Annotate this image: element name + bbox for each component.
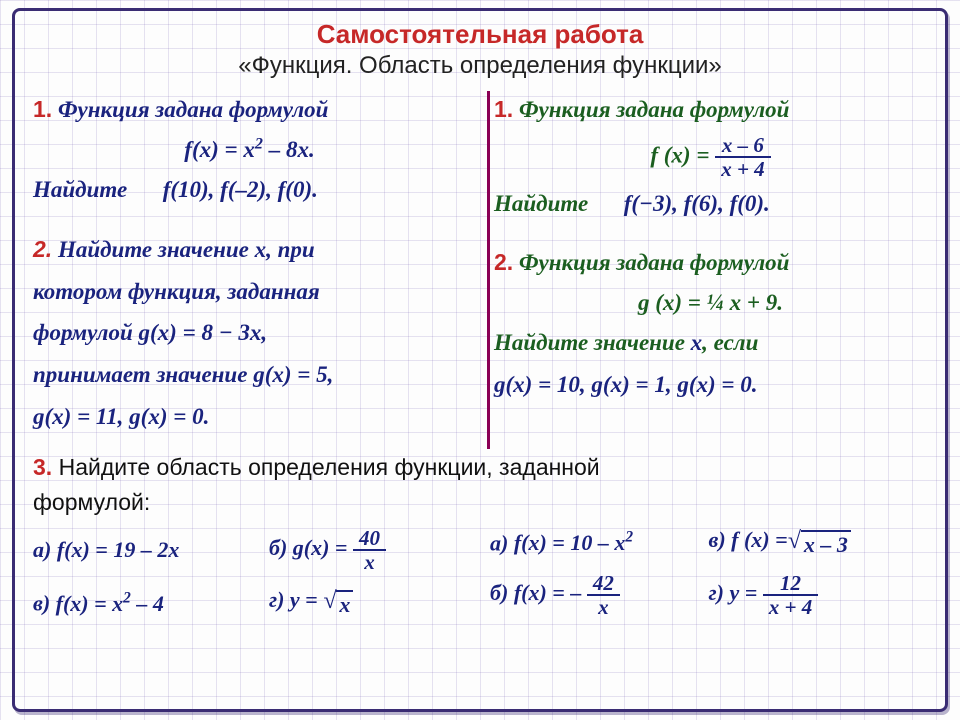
title: Самостоятельная работа bbox=[33, 19, 927, 50]
right-task1-find: Найдите f(−3), f(6), f(0). bbox=[494, 186, 927, 222]
right-task2-l1: 2. Функция задана формулой bbox=[494, 245, 927, 281]
opt-left-g: г) y = √x bbox=[269, 587, 470, 618]
right-task2-formula: g (x) = ¼ x + 9. bbox=[494, 287, 927, 319]
opt-left-a: а) f(x) = 19 – 2x bbox=[33, 537, 269, 563]
left-task2-l2: котором функция, заданная bbox=[33, 274, 466, 310]
task3-options: а) f(x) = 19 – 2x б) g(x) = 40x в) f(x) … bbox=[33, 527, 927, 618]
task-number: 1. bbox=[33, 96, 52, 122]
right-task2-l2: Найдите значение x, если bbox=[494, 325, 927, 361]
opt-right-a: а) f(x) = 10 – x2 bbox=[490, 529, 709, 556]
opt-right-v: в) f (x) =√x – 3 bbox=[709, 527, 928, 558]
left-task2-l1: 2. Найдите значение x, при bbox=[33, 232, 466, 268]
worksheet-frame: Самостоятельная работа «Функция. Область… bbox=[12, 8, 948, 712]
opt-left-b: б) g(x) = 40x bbox=[269, 527, 470, 573]
right-task1-formula: f (x) = x – 6 x + 4 bbox=[494, 134, 927, 180]
vertical-divider bbox=[487, 91, 490, 449]
left-task1-line1: 1. Функция задана формулой bbox=[33, 92, 466, 128]
right-task2-l3: g(x) = 10, g(x) = 1, g(x) = 0. bbox=[494, 367, 927, 403]
left-task2-l3: формулой g(x) = 8 − 3x, bbox=[33, 315, 466, 351]
task3: 3. Найдите область определения функции, … bbox=[33, 450, 927, 519]
left-task1-formula: f(x) = x2 – 8x. bbox=[33, 134, 466, 167]
left-task1-find: Найдите f(10), f(–2), f(0). bbox=[33, 172, 466, 208]
variant-left: 1. Функция задана формулой f(x) = x2 – 8… bbox=[33, 86, 470, 440]
variant-right: 1. Функция задана формулой f (x) = x – 6… bbox=[490, 86, 927, 440]
options-left: а) f(x) = 19 – 2x б) g(x) = 40x в) f(x) … bbox=[33, 527, 470, 618]
subtitle: «Функция. Область определения функции» bbox=[33, 52, 927, 80]
options-right: а) f(x) = 10 – x2 в) f (x) =√x – 3 б) f(… bbox=[490, 527, 927, 618]
opt-right-b: б) f(x) = – 42x bbox=[490, 572, 709, 618]
left-task2-l4: принимает значение g(x) = 5, bbox=[33, 357, 466, 393]
two-columns: 1. Функция задана формулой f(x) = x2 – 8… bbox=[33, 86, 927, 440]
opt-left-v: в) f(x) = x2 – 4 bbox=[33, 589, 269, 616]
left-task2-l5: g(x) = 11, g(x) = 0. bbox=[33, 399, 466, 435]
right-task1-line1: 1. Функция задана формулой bbox=[494, 92, 927, 128]
opt-right-g: г) y = 12x + 4 bbox=[709, 572, 928, 618]
task-text: Функция задана формулой bbox=[58, 97, 329, 122]
